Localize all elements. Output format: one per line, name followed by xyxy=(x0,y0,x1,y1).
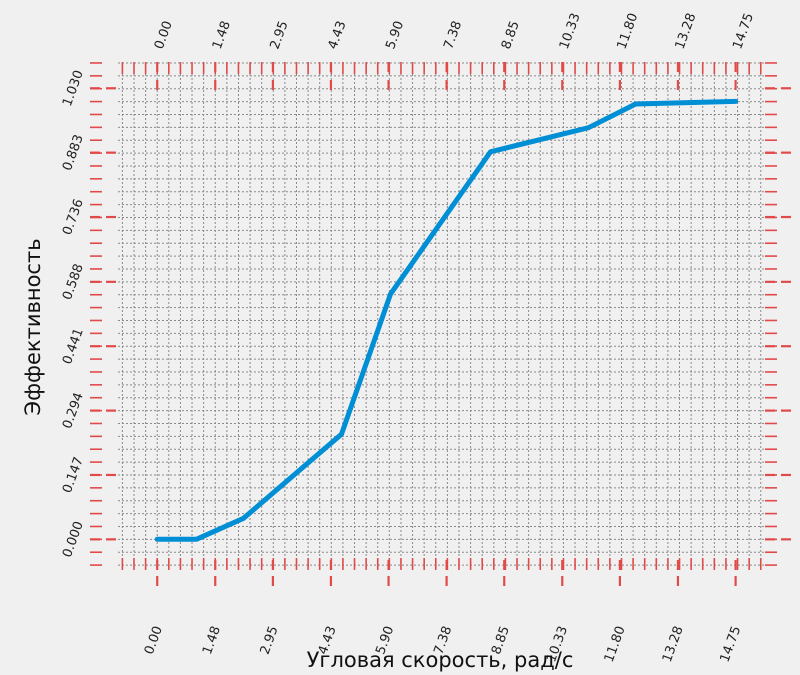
y-tick-label: 0.883 xyxy=(60,133,87,173)
tick-labels: 0.000.001.481.482.952.954.434.435.905.90… xyxy=(60,11,757,664)
series-layer xyxy=(154,98,739,542)
x-tick-label-top: 11.80 xyxy=(615,11,642,51)
y-tick-label: 0.441 xyxy=(60,326,87,366)
x-tick-label-top: 14.75 xyxy=(730,11,757,51)
y-tick-label: 0.147 xyxy=(60,455,87,495)
x-tick-label-top: 0.00 xyxy=(152,19,176,51)
x-tick-label-top: 13.28 xyxy=(673,11,700,51)
x-tick-label-top: 5.90 xyxy=(383,19,407,51)
x-axis-title: Угловая скорость, рад/с xyxy=(307,648,574,672)
x-tick-label-bottom: 13.28 xyxy=(660,624,687,664)
x-tick-label-top: 1.48 xyxy=(210,19,234,51)
y-tick-label: 0.736 xyxy=(60,197,87,237)
x-tick-label-bottom: 14.75 xyxy=(718,624,745,664)
x-tick-label-top: 8.85 xyxy=(499,19,523,51)
x-tick-label-top: 4.43 xyxy=(326,19,350,51)
x-tick-label-bottom: 11.80 xyxy=(602,624,629,664)
y-axis-title: Эффективность xyxy=(21,238,45,415)
grid xyxy=(118,62,765,570)
x-tick-label-top: 2.95 xyxy=(268,19,292,51)
y-tick-label: 0.294 xyxy=(60,391,87,431)
x-tick-label-top: 7.38 xyxy=(441,19,465,51)
x-tick-label-top: 10.33 xyxy=(557,11,584,51)
tick-marks xyxy=(90,62,791,586)
y-tick-label: 0.000 xyxy=(60,519,87,559)
x-tick-label-bottom: 2.95 xyxy=(258,624,282,656)
x-tick-label-bottom: 1.48 xyxy=(200,624,224,656)
y-tick-label: 0.588 xyxy=(60,262,87,302)
y-tick-label: 1.030 xyxy=(60,68,87,108)
x-tick-label-bottom: 0.00 xyxy=(142,624,166,656)
